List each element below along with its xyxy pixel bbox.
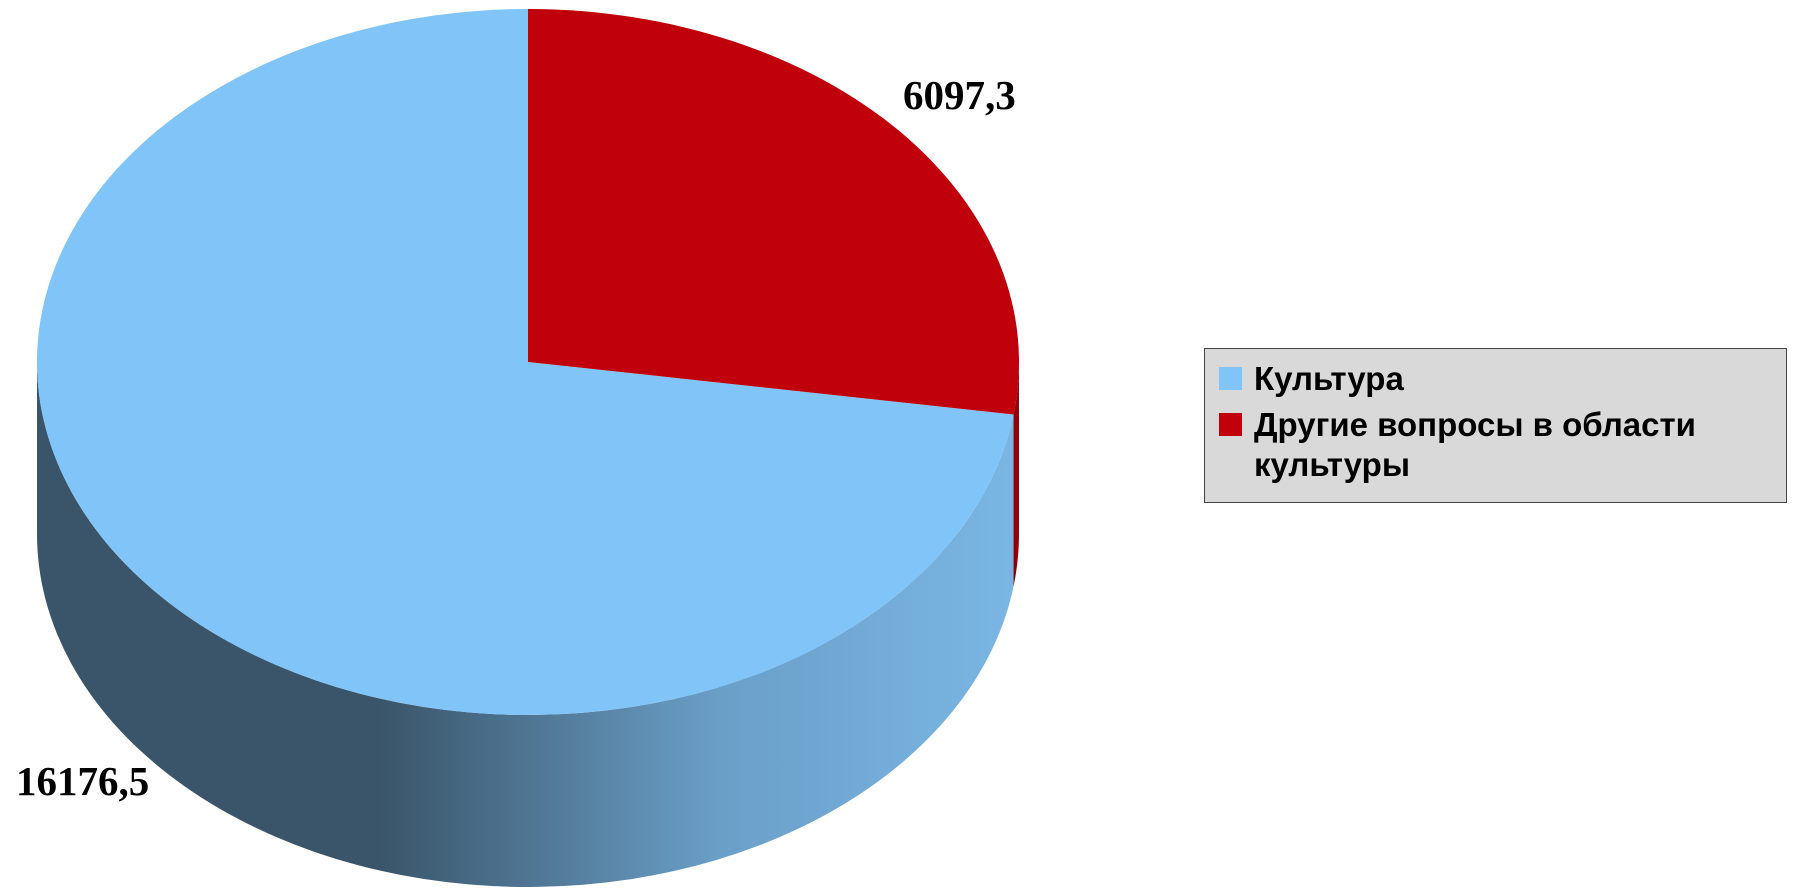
slice-side	[1013, 362, 1019, 587]
legend-item: Культура	[1219, 359, 1774, 399]
value-label: 6097,3	[903, 72, 1016, 118]
slice-side	[37, 362, 1014, 887]
legend-label: Другие вопросы в области культуры	[1254, 406, 1696, 483]
legend: Культура Другие вопросы в области культур…	[1204, 348, 1787, 503]
pie	[36, 9, 1019, 887]
slice	[36, 9, 1014, 715]
legend-label: Культура	[1254, 360, 1404, 397]
legend-item: Другие вопросы в области культуры	[1219, 405, 1774, 485]
slice	[528, 9, 1019, 415]
legend-swatch	[1219, 413, 1242, 436]
legend-swatch	[1219, 367, 1242, 390]
value-label: 16176,5	[16, 758, 149, 804]
